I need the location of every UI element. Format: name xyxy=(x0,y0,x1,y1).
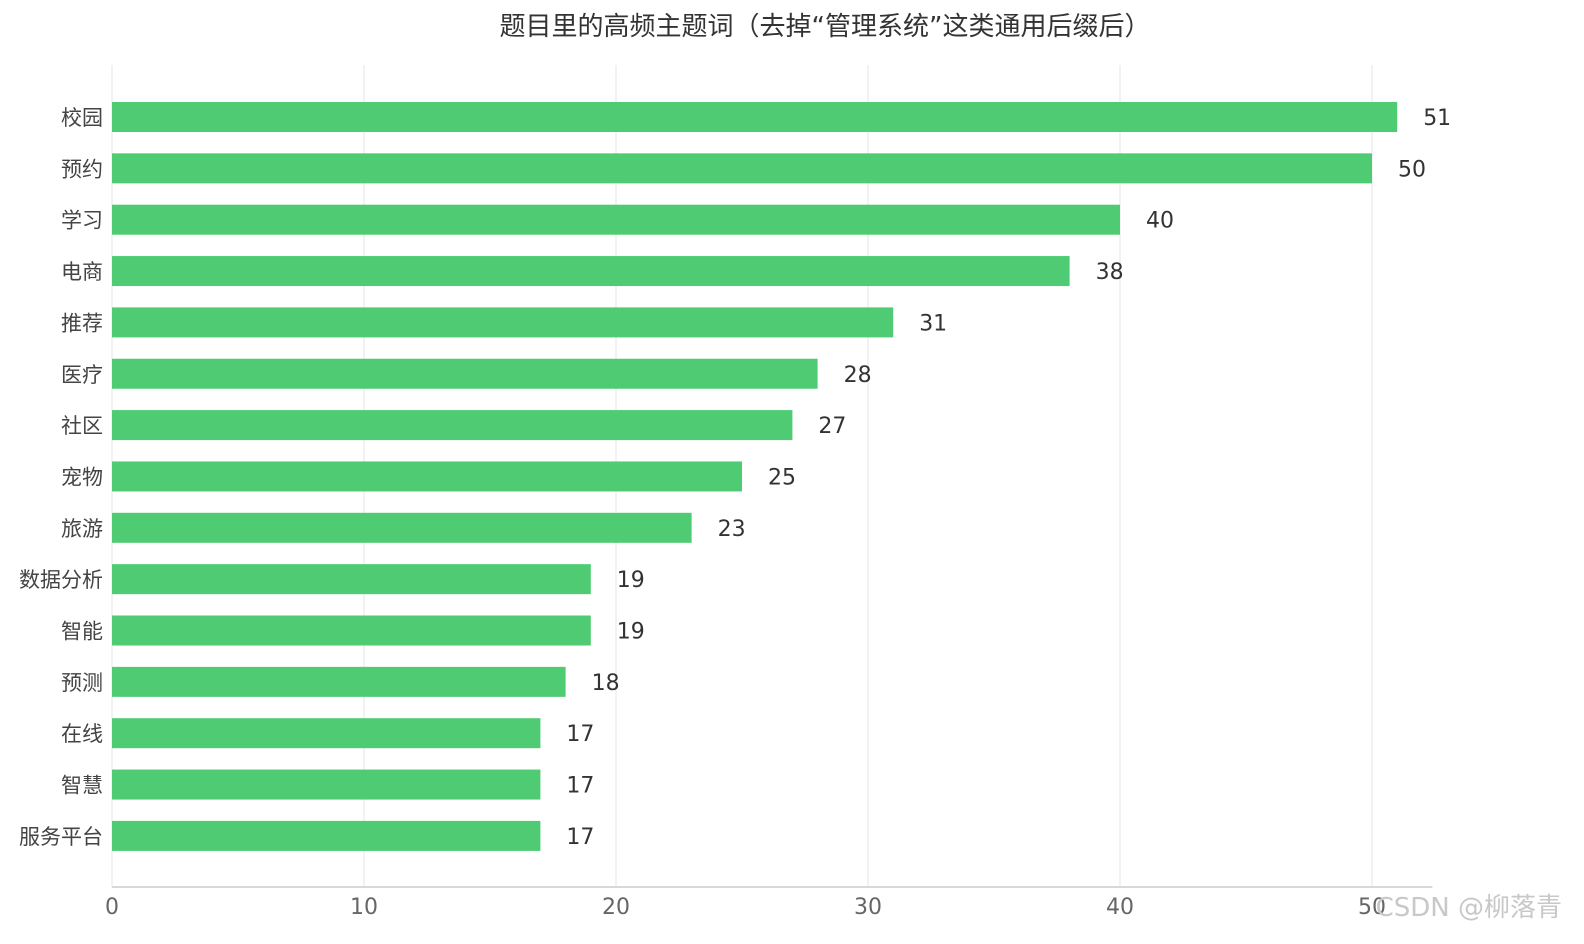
bar-宠物 xyxy=(112,461,742,492)
data-label-智慧: 17 xyxy=(566,774,594,799)
x-tick-label-50: 50 xyxy=(1358,895,1386,920)
data-label-校园: 51 xyxy=(1423,106,1451,131)
category-label-预约: 预约 xyxy=(61,157,103,181)
x-tick-label-10: 10 xyxy=(350,895,378,920)
bar-在线 xyxy=(112,718,541,749)
data-label-预测: 18 xyxy=(592,671,620,696)
bar-社区 xyxy=(112,410,793,441)
data-label-智能: 19 xyxy=(617,620,645,645)
data-label-宠物: 25 xyxy=(768,465,796,490)
data-label-社区: 27 xyxy=(818,414,846,439)
category-label-社区: 社区 xyxy=(61,414,103,438)
data-label-数据分析: 19 xyxy=(617,568,645,593)
x-tick-label-40: 40 xyxy=(1106,895,1134,920)
category-label-医疗: 医疗 xyxy=(61,363,103,387)
x-tick-label-20: 20 xyxy=(602,895,630,920)
x-axis-tick-labels: 0 10 20 30 40 50 xyxy=(105,895,1386,920)
bar-电商 xyxy=(112,256,1070,287)
category-label-服务平台: 服务平台 xyxy=(19,825,103,849)
category-label-预测: 预测 xyxy=(61,671,103,695)
bar-医疗 xyxy=(112,358,818,389)
data-label-在线: 17 xyxy=(566,722,594,747)
category-label-校园: 校园 xyxy=(61,106,103,130)
category-label-学习: 学习 xyxy=(61,209,103,233)
bar-预测 xyxy=(112,666,566,697)
bar-智慧 xyxy=(112,769,541,800)
category-label-推荐: 推荐 xyxy=(61,311,103,335)
category-label-旅游: 旅游 xyxy=(61,517,103,541)
category-label-宠物: 宠物 xyxy=(61,465,103,489)
category-label-在线: 在线 xyxy=(61,722,103,746)
data-label-学习: 40 xyxy=(1146,209,1174,234)
data-label-服务平台: 17 xyxy=(566,825,594,850)
data-label-旅游: 23 xyxy=(718,517,746,542)
bar-预约 xyxy=(112,153,1372,184)
category-label-数据分析: 数据分析 xyxy=(19,568,103,592)
category-label-电商: 电商 xyxy=(61,260,103,284)
bar-智能 xyxy=(112,615,591,646)
category-label-智能: 智能 xyxy=(61,620,103,644)
watermark: CSDN @柳落青 xyxy=(1376,893,1562,923)
bar-学习 xyxy=(112,204,1120,235)
x-tick-label-30: 30 xyxy=(854,895,882,920)
chart-title: 题目里的高频主题词（去掉“管理系统”这类通用后缀后） xyxy=(500,12,1151,42)
bar-推荐 xyxy=(112,307,894,338)
data-label-推荐: 31 xyxy=(919,311,947,336)
data-label-医疗: 28 xyxy=(844,363,872,388)
x-tick-label-0: 0 xyxy=(105,895,119,920)
data-label-预约: 50 xyxy=(1398,157,1426,182)
bars xyxy=(112,102,1398,851)
bar-旅游 xyxy=(112,512,692,543)
bar-校园 xyxy=(112,102,1398,132)
category-label-智慧: 智慧 xyxy=(61,774,103,798)
bar-服务平台 xyxy=(112,820,541,851)
bar-数据分析 xyxy=(112,564,591,595)
data-labels: 51 50 40 38 31 28 27 25 23 19 19 18 17 17 17 xyxy=(566,106,1451,850)
data-label-电商: 38 xyxy=(1096,260,1124,285)
